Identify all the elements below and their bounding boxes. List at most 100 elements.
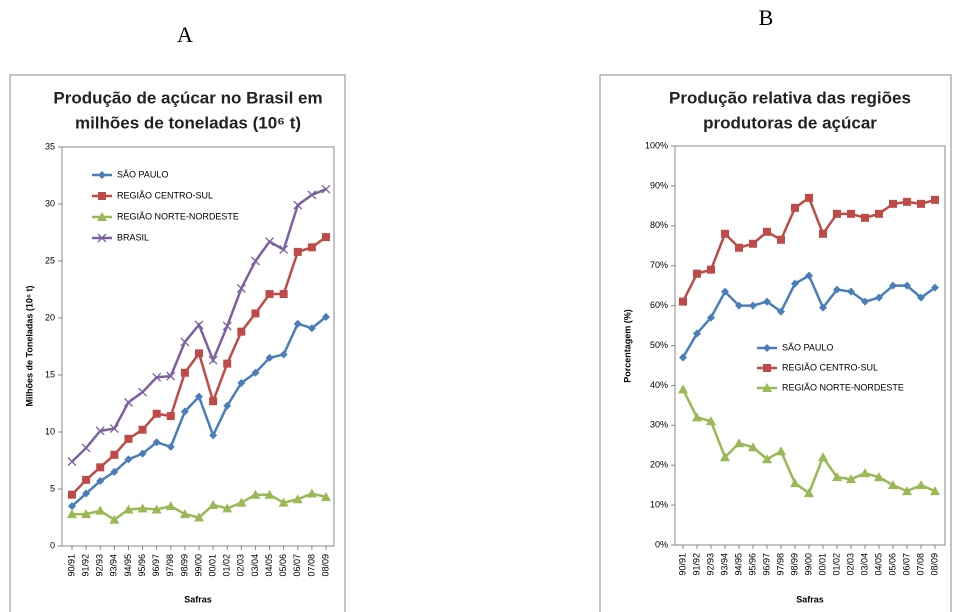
marker [678, 384, 688, 394]
marker [748, 442, 758, 452]
x-tick-label: 92/93 [705, 553, 715, 576]
marker [875, 293, 883, 302]
marker [707, 265, 715, 274]
marker [96, 477, 105, 486]
marker [693, 329, 701, 338]
marker [123, 397, 133, 407]
x-tick-label: 95/96 [137, 554, 147, 577]
marker [124, 455, 133, 464]
x-tick-label: 04/05 [873, 553, 883, 576]
marker [123, 504, 134, 514]
marker [195, 349, 203, 358]
x-tick-label: 90/91 [677, 553, 687, 576]
marker [265, 237, 275, 247]
marker [307, 243, 316, 252]
x-tick-label: 05/06 [887, 553, 897, 576]
chart-frame [599, 74, 952, 612]
panel-label: B [759, 5, 774, 30]
x-axis-label: Safras [184, 594, 212, 604]
x-tick-label: 90/91 [66, 554, 76, 577]
legend-label: BRASIL [117, 232, 149, 242]
marker [763, 297, 771, 306]
marker [734, 438, 744, 448]
x-tick-label: 94/95 [123, 554, 133, 577]
x-tick-label: 93/94 [109, 554, 119, 577]
marker [916, 480, 926, 490]
marker [237, 327, 246, 336]
marker [693, 269, 701, 278]
y-tick-label: 0% [655, 539, 668, 549]
marker [861, 297, 869, 306]
y-tick-label: 80% [650, 220, 668, 230]
x-tick-label: 03/04 [250, 554, 260, 577]
marker [138, 449, 147, 458]
x-tick-label: 05/06 [278, 554, 288, 577]
chart-title: Produção relativa das regiões [669, 88, 911, 107]
y-tick-label: 50% [650, 340, 668, 350]
marker [679, 297, 687, 306]
marker [322, 312, 330, 321]
marker [68, 502, 76, 511]
marker [720, 452, 730, 462]
marker [749, 301, 757, 310]
marker [98, 192, 106, 200]
x-tick-label: 99/00 [193, 554, 203, 577]
marker [67, 509, 77, 519]
y-tick-label: 70% [650, 260, 668, 270]
marker [819, 303, 827, 312]
marker [805, 193, 813, 202]
marker [152, 438, 161, 447]
marker [763, 364, 771, 372]
marker [846, 474, 856, 484]
marker [110, 467, 119, 476]
marker [265, 290, 274, 299]
marker [82, 489, 91, 498]
marker [889, 199, 897, 208]
marker [679, 353, 687, 362]
marker [762, 454, 772, 464]
marker [152, 409, 161, 418]
x-tick-label: 06/07 [292, 554, 302, 577]
marker [293, 247, 302, 256]
legend-label: SÃO PAULO [782, 342, 833, 352]
x-tick-label: 08/09 [929, 553, 939, 576]
marker [278, 497, 289, 507]
marker [68, 490, 76, 499]
y-tick-label: 10% [650, 499, 668, 509]
x-axis-label: Safras [796, 594, 824, 604]
marker [777, 307, 785, 316]
marker [166, 371, 176, 381]
marker [735, 301, 743, 310]
x-tick-label: 00/01 [207, 554, 217, 577]
marker [180, 337, 190, 347]
legend-label: REGIÃO NORTE-NORDESTE [782, 382, 904, 392]
marker [138, 425, 147, 434]
marker [194, 512, 204, 522]
marker [706, 416, 716, 426]
marker [124, 434, 133, 443]
marker [707, 313, 715, 322]
marker [791, 279, 799, 288]
marker [805, 271, 813, 280]
marker [279, 350, 288, 359]
y-tick-label: 5 [50, 483, 55, 493]
marker [151, 504, 162, 514]
marker [236, 283, 246, 293]
x-tick-label: 04/05 [264, 554, 274, 577]
marker [307, 324, 316, 333]
x-tick-label: 99/00 [803, 553, 813, 576]
y-tick-label: 30% [650, 420, 668, 430]
marker [861, 213, 869, 222]
x-tick-label: 96/97 [761, 553, 771, 576]
marker [833, 285, 841, 294]
marker [81, 509, 92, 519]
marker [264, 489, 275, 499]
marker [223, 359, 232, 368]
marker [819, 229, 827, 238]
marker [208, 355, 218, 365]
x-tick-label: 01/02 [831, 553, 841, 576]
chart-title: milhões de toneladas (10⁶ t) [75, 113, 301, 132]
marker [179, 509, 190, 519]
marker [97, 233, 107, 243]
